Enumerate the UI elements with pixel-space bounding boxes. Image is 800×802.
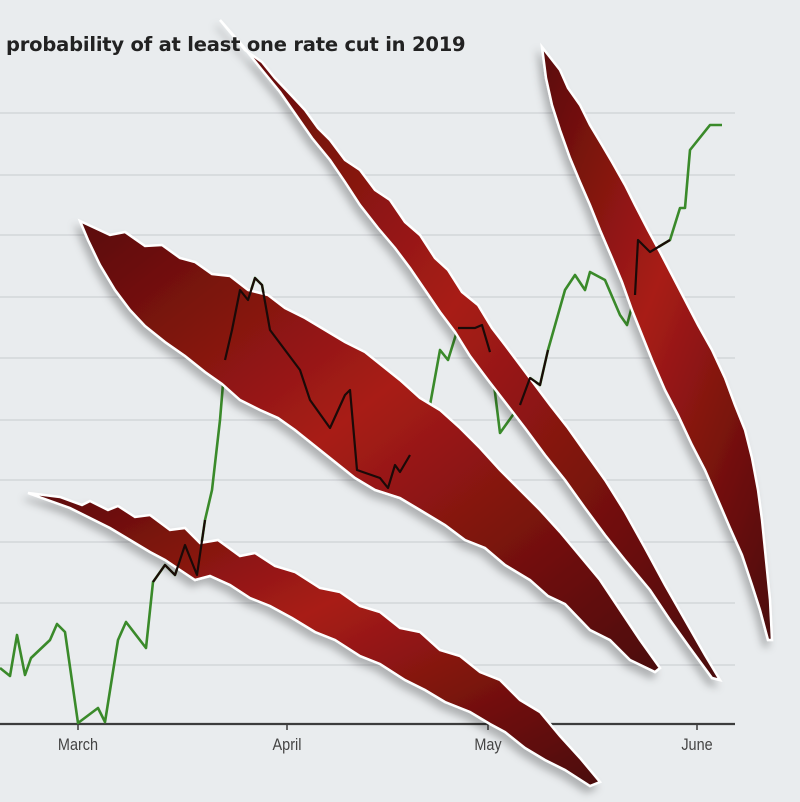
x-axis	[0, 722, 735, 730]
line-through-tears	[152, 238, 671, 583]
scratch-tear-1	[27, 491, 603, 788]
x-tick-label-june: June	[681, 735, 713, 754]
scratch-tear-3	[219, 19, 723, 682]
x-tick-label-may: May	[474, 735, 502, 754]
x-tick-label-april: April	[272, 735, 302, 754]
scratch-tear-2	[77, 218, 662, 674]
x-tick-label-march: March	[57, 735, 99, 754]
chart-title: probability of at least one rate cut in …	[6, 33, 466, 56]
claw-scratch-overlay	[27, 19, 774, 788]
scratch-tear-4	[540, 42, 774, 642]
